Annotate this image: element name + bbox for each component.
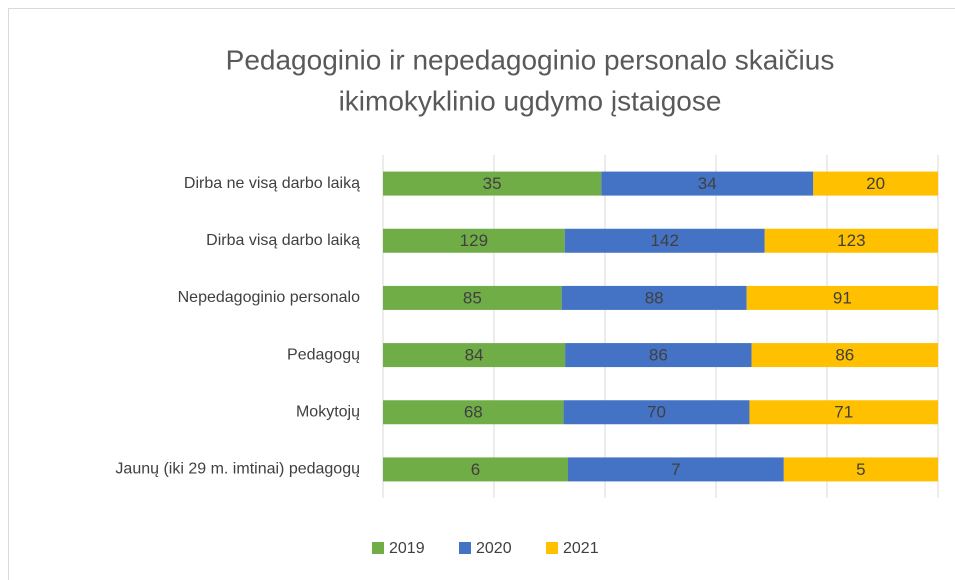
chart-title: Pedagoginio ir nepedagoginio personalo s… (226, 44, 835, 75)
data-label: 85 (463, 288, 482, 307)
chart-border (8, 8, 955, 580)
data-label: 20 (866, 174, 885, 193)
bar-segment (601, 171, 814, 196)
bar-segment (383, 400, 564, 425)
data-label: 70 (647, 403, 666, 422)
bar-segment (561, 285, 747, 310)
bar-segment (383, 285, 562, 310)
data-label: 7 (671, 460, 680, 479)
y-tick-label: Nepedagoginio personalo (178, 289, 360, 306)
bar-segment (383, 457, 568, 482)
data-label: 5 (856, 460, 865, 479)
data-label: 34 (698, 174, 717, 193)
y-tick-label: Dirba visą darbo laiką (206, 232, 360, 249)
bar-segment (751, 343, 938, 368)
data-label: 142 (651, 231, 679, 250)
bar-segment (749, 400, 938, 425)
chart-title: ikimokyklinio ugdymo įstaigose (339, 85, 722, 116)
data-label: 123 (837, 231, 865, 250)
y-tick-label: Mokytojų (296, 403, 360, 420)
bar-segment (783, 457, 938, 482)
data-label: 129 (460, 231, 488, 250)
data-label: 88 (645, 288, 664, 307)
data-label: 68 (464, 403, 483, 422)
bar-segment (383, 228, 565, 253)
bar-segment (383, 171, 602, 196)
bar-segment (563, 400, 750, 425)
bar-segment (746, 285, 938, 310)
data-label: 91 (833, 288, 852, 307)
bar-segment (568, 457, 784, 482)
y-tick-label: Jaunų (iki 29 m. imtinai) pedagogų (115, 461, 360, 478)
bar-segment (764, 228, 938, 253)
legend-swatch (546, 542, 558, 554)
legend-label: 2020 (476, 540, 512, 557)
y-tick-label: Pedagogų (287, 346, 360, 363)
data-label: 86 (649, 346, 668, 365)
data-label: 86 (835, 346, 854, 365)
y-tick-label: Dirba ne visą darbo laiką (184, 175, 360, 192)
legend-label: 2021 (563, 540, 599, 557)
data-label: 71 (834, 403, 853, 422)
data-label: 84 (465, 346, 484, 365)
legend-swatch (372, 542, 384, 554)
data-label: 35 (483, 174, 502, 193)
bar-segment (565, 343, 752, 368)
legend-swatch (459, 542, 471, 554)
legend-label: 2019 (389, 540, 425, 557)
bar-segment (564, 228, 765, 253)
data-label: 6 (471, 460, 480, 479)
bar-segment (813, 171, 938, 196)
bar-segment (383, 343, 566, 368)
